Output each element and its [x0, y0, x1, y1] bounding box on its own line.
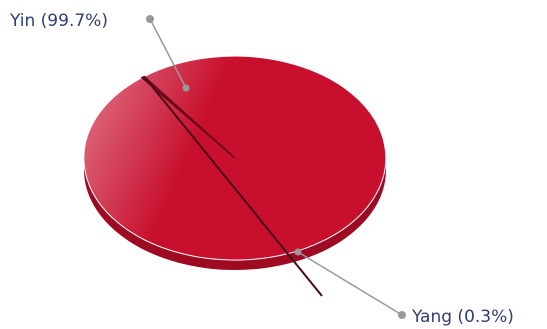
connector-yin	[149, 18, 187, 89]
connector-yang	[297, 251, 403, 316]
connector-dot-yin	[146, 15, 154, 23]
connector-anchor-yin	[182, 84, 190, 92]
label-yang: Yang (0.3%)	[411, 307, 514, 327]
label-yin: Yin (99.7%)	[9, 11, 108, 31]
connector-anchor-yang	[294, 248, 302, 256]
connector-dot-yang	[398, 311, 406, 319]
slice-divider	[143, 75, 323, 297]
